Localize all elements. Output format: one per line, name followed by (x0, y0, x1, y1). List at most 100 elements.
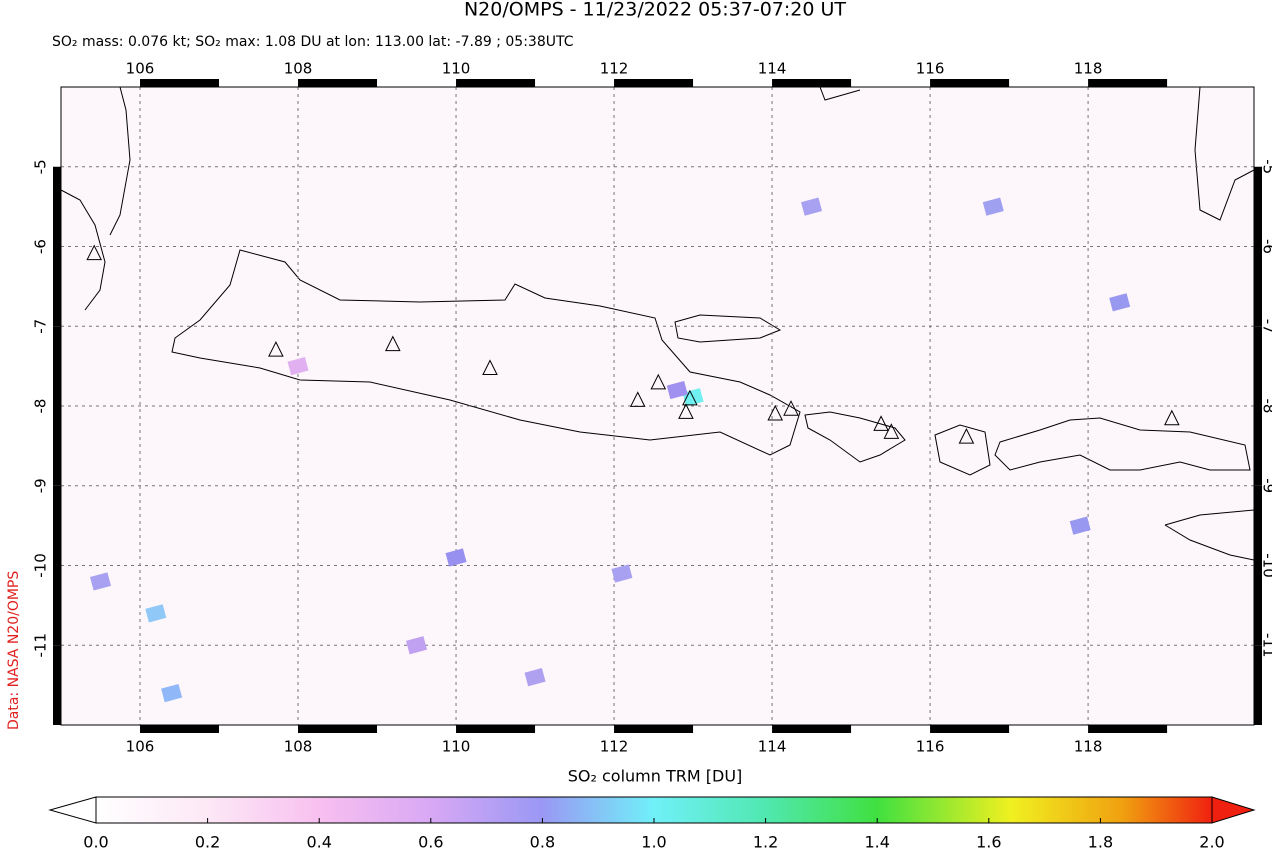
y-tick-bar-right (1254, 485, 1262, 566)
volcano-marker (873, 415, 889, 431)
y-tick-bar-left (53, 485, 61, 566)
x-tick-label: 108 (284, 60, 313, 78)
y-tick-label: -7 (32, 319, 50, 334)
colorbar-over-arrow (1211, 796, 1256, 824)
volcano-marker (767, 404, 784, 421)
y-tick-label: -5 (32, 159, 50, 174)
x-tick-bar-top (1088, 79, 1168, 87)
y-tick-label: -6 (1260, 239, 1272, 254)
y-tick-label: -10 (1260, 553, 1272, 578)
colorbar-tick-label: 0.4 (306, 833, 331, 852)
so2-pixel (611, 564, 633, 583)
coastlines (61, 87, 1254, 561)
y-tick-bar-left (53, 166, 61, 247)
y-tick-bar-right (1254, 406, 1262, 486)
so2-pixel (406, 636, 428, 655)
x-tick-label: 118 (1074, 60, 1103, 78)
x-tick-label: 106 (126, 60, 155, 78)
volcano-marker (958, 427, 975, 444)
y-tick-label: -9 (32, 478, 50, 493)
colorbar-tick-label: 0.8 (530, 833, 555, 852)
colorbar-tick-label: 1.4 (864, 833, 889, 852)
x-tick-bar-top (930, 79, 1010, 87)
volcano-marker (268, 341, 284, 357)
side-label: Data: NASA N20/OMPS (6, 571, 22, 730)
colorbar-tick-label: 1.8 (1088, 833, 1113, 852)
y-tick-bar-right (1254, 166, 1262, 247)
colorbar-tick-label: 1.2 (753, 833, 778, 852)
colorbar-tick-label: 1.0 (641, 833, 666, 852)
y-tick-bar-left (53, 565, 61, 646)
colorbar-tick-label: 0.6 (418, 833, 443, 852)
volcano-marker (629, 391, 646, 407)
x-tick-bar-bottom (456, 725, 536, 733)
y-tick-bar-right (1254, 246, 1262, 327)
so2-pixel (445, 548, 467, 567)
x-tick-bar-bottom (772, 725, 852, 733)
x-tick-label: 108 (284, 738, 313, 756)
x-tick-label: 106 (126, 738, 155, 756)
colorbar-tick-label: 2.0 (1199, 833, 1224, 852)
x-tick-label: 114 (758, 738, 787, 756)
colorbar-label: SO₂ column TRM [DU] (568, 767, 743, 786)
x-tick-bar-bottom (140, 725, 220, 733)
y-tick-label: -11 (32, 633, 50, 658)
map-area (61, 87, 1254, 725)
y-tick-label: -8 (32, 399, 50, 414)
y-tick-label: -6 (32, 239, 50, 254)
x-tick-bar-top (298, 79, 378, 87)
so2-pixel (287, 357, 309, 376)
title: N20/OMPS - 11/23/2022 05:37-07:20 UT (464, 0, 846, 21)
y-tick-bar-right (1254, 645, 1262, 725)
colorbar-tick-label: 0.0 (83, 833, 108, 852)
volcano-marker (783, 400, 799, 416)
x-tick-label: 112 (600, 60, 629, 78)
volcano-marker (385, 335, 401, 352)
x-tick-label: 112 (600, 738, 629, 756)
volcano-marker (482, 359, 498, 376)
x-tick-label: 110 (442, 738, 471, 756)
y-tick-bar-left (53, 406, 61, 486)
y-tick-bar-left (53, 645, 61, 725)
y-tick-label: -11 (1260, 633, 1272, 658)
so2-pixel (801, 197, 823, 216)
so2-pixel (524, 668, 546, 687)
volcano-marker (678, 403, 694, 419)
so2-pixel (89, 572, 112, 591)
so2-pixel (1109, 293, 1131, 312)
so2-pixel (982, 197, 1004, 216)
x-tick-bar-bottom (614, 725, 694, 733)
y-tick-bar-left (53, 246, 61, 327)
volcano-marker (1164, 409, 1180, 426)
so2-pixel (145, 604, 167, 623)
x-tick-label: 118 (1074, 738, 1103, 756)
x-tick-bar-top (772, 79, 852, 87)
volcano-marker (883, 423, 900, 439)
so2-pixel (1069, 516, 1091, 535)
x-tick-bar-bottom (298, 725, 378, 733)
x-tick-bar-top (614, 79, 694, 87)
x-tick-bar-top (140, 79, 220, 87)
y-tick-label: -10 (32, 553, 50, 578)
subtitle: SO₂ mass: 0.076 kt; SO₂ max: 1.08 DU at … (52, 34, 574, 50)
y-tick-bar-right (1254, 565, 1262, 646)
y-tick-label: -5 (1260, 159, 1272, 174)
y-tick-label: -7 (1260, 319, 1272, 334)
y-tick-bar-right (1254, 326, 1262, 406)
colorbar-under-arrow (48, 796, 97, 824)
y-tick-label: -9 (1260, 478, 1272, 493)
so2-pixel (666, 380, 688, 400)
x-tick-label: 114 (758, 60, 787, 78)
colorbar-tick-label: 1.6 (976, 833, 1001, 852)
x-tick-label: 116 (916, 60, 945, 78)
volcano-marker (650, 373, 667, 390)
x-tick-label: 116 (916, 738, 945, 756)
volcano-marker (682, 389, 698, 406)
x-tick-label: 110 (442, 60, 471, 78)
x-tick-bar-bottom (930, 725, 1010, 733)
so2-pixel (161, 684, 183, 703)
y-tick-bar-left (53, 326, 61, 406)
x-tick-bar-top (456, 79, 536, 87)
y-tick-label: -8 (1260, 399, 1272, 414)
